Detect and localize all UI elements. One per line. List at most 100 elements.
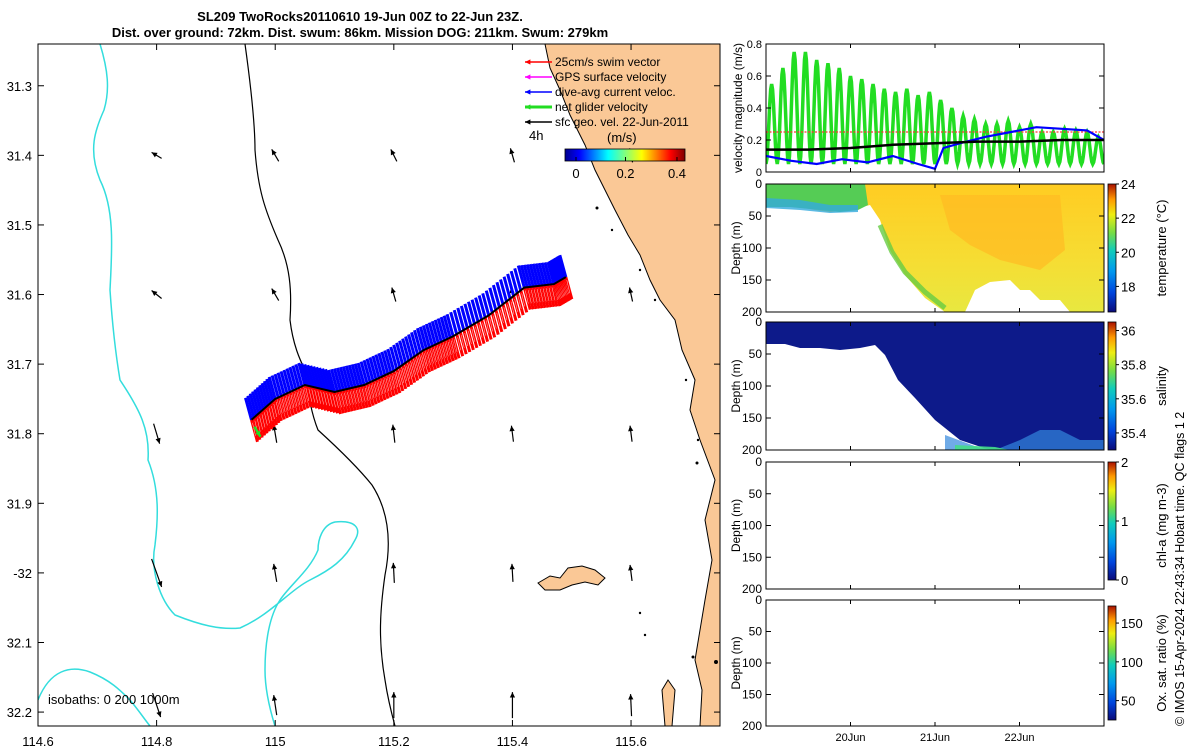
current-vector: [558, 254, 568, 278]
swim-vector-highlight: [430, 350, 434, 364]
map-x-tick-label: 115: [265, 734, 286, 749]
temperature-surface-cool: [766, 198, 858, 213]
swim-vector-highlight: [444, 343, 449, 357]
swim-vector-highlight: [344, 392, 348, 406]
current-vector: [386, 348, 396, 372]
depth-y-label: Depth (m): [729, 221, 743, 274]
swim-vector-highlight: [415, 359, 419, 373]
swim-vector-highlight: [542, 288, 547, 302]
current-vector: [251, 391, 261, 414]
current-vector: [341, 366, 351, 389]
swim-vector-highlight: [364, 387, 369, 402]
current-vector: [481, 293, 491, 316]
swim-vector-highlight: [397, 371, 402, 386]
current-vector: [449, 311, 459, 335]
geostrophic-arrow: [628, 694, 634, 717]
swim-vector-highlight: [400, 369, 405, 383]
current-vector: [474, 297, 484, 320]
current-vector: [327, 369, 336, 393]
chart-title: SL209 TwoRocks20110610 19-Jun 00Z to 22-…: [197, 9, 523, 24]
current-vector: [279, 370, 289, 394]
isobath-200m: [92, 44, 359, 726]
geostrophic-arrow: [628, 425, 634, 442]
arrow-head: [509, 148, 515, 155]
velocity-y-tick-label: 0.4: [747, 103, 762, 115]
swim-vector-highlight: [356, 390, 360, 404]
arrow-head: [509, 425, 515, 432]
current-vector: [288, 366, 298, 390]
geostrophic-arrow: [509, 148, 516, 163]
current-vector: [318, 367, 328, 391]
arrow-head: [628, 287, 634, 294]
current-vector: [263, 380, 272, 404]
current-vector: [353, 363, 363, 387]
legend-label: dive-avg current veloc.: [555, 85, 676, 99]
swim-vector-highlight: [273, 403, 278, 418]
current-vector: [255, 386, 265, 410]
swim-vector-highlight: [317, 390, 321, 404]
legend-arrow: [525, 119, 552, 125]
current-vector: [484, 290, 494, 314]
swim-vector-highlight: [457, 337, 461, 351]
swim-vector-highlight: [442, 344, 446, 358]
depth-y-tick-label: 100: [742, 241, 762, 255]
current-vector: [401, 338, 411, 362]
swim-vector-highlight: [361, 388, 366, 402]
swim-vector-highlight: [370, 385, 375, 399]
map-frame: [37, 43, 721, 727]
current-vector: [543, 262, 553, 285]
current-vector: [335, 367, 345, 391]
current-velocity-line: [766, 126, 1104, 171]
current-vector: [445, 313, 455, 337]
geostrophic-arrow: [271, 695, 278, 716]
swim-vector-highlight: [284, 397, 289, 411]
temperature-colorbar: [1107, 183, 1117, 313]
geostrophic-arrow: [391, 692, 397, 719]
swim-vector-highlight: [391, 375, 396, 389]
swim-vector-highlight: [510, 301, 515, 315]
legend-arrow: [525, 59, 552, 65]
swim-vector-highlight: [367, 386, 372, 400]
current-vector: [244, 397, 253, 421]
geostrophic-arrow: [509, 692, 516, 719]
swim-vector-highlight: [436, 347, 440, 361]
swim-vector-highlight: [424, 353, 428, 367]
current-vector: [410, 331, 419, 355]
depth-y-tick-label: 150: [742, 273, 762, 287]
colorbar-tick-label: 18: [1121, 279, 1135, 294]
coastline-land: [544, 44, 720, 726]
swim-vector-highlight: [256, 418, 261, 432]
isobath-200m: [38, 668, 151, 726]
velocity-y-tick-label: 0.8: [747, 39, 762, 51]
swim-vector-highlight: [341, 393, 345, 407]
swim-vector-highlight: [350, 391, 354, 405]
swim-vector-highlight: [433, 348, 437, 363]
swim-vector-highlight: [302, 389, 307, 403]
depth-y-tick-label: 200: [742, 582, 762, 596]
current-vector: [456, 307, 466, 331]
velocity-y-tick-label: 0.6: [747, 71, 762, 83]
current-vector: [467, 301, 476, 325]
swim-vector-highlight: [338, 394, 342, 408]
current-vectors: [244, 254, 568, 421]
map-y-tick-label: 31.4: [7, 148, 32, 163]
swim-vector-highlight: [323, 392, 327, 406]
arrow-head: [391, 692, 397, 698]
swim-vector-highlight: [252, 422, 256, 436]
swim-vector-highlight: [406, 365, 410, 379]
arrow-head: [157, 580, 163, 587]
current-vector: [282, 369, 292, 393]
swim-vector-highlight: [320, 391, 324, 405]
swim-vector-highlight: [290, 394, 295, 409]
current-vector: [273, 373, 283, 397]
current-vector: [365, 358, 375, 382]
current-vector: [312, 366, 322, 389]
geostrophic-arrow: [509, 563, 515, 582]
geostrophic-arrow: [153, 423, 161, 444]
map-y-tick-label: -32: [13, 566, 32, 581]
depth-y-tick-label: 200: [742, 719, 762, 733]
swim-vector-highlight: [548, 287, 553, 301]
depth-y-tick-label: 50: [749, 625, 763, 639]
